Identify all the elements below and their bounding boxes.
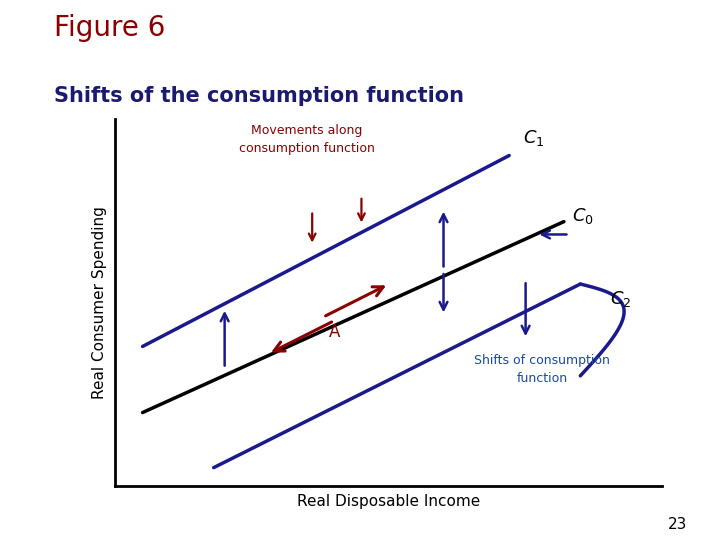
Text: Figure 6: Figure 6 xyxy=(54,14,166,42)
Y-axis label: Real Consumer Spending: Real Consumer Spending xyxy=(92,206,107,399)
Text: $C_0$: $C_0$ xyxy=(572,206,594,226)
Text: Shifts of consumption
function: Shifts of consumption function xyxy=(474,354,610,385)
Text: $C_2$: $C_2$ xyxy=(611,289,631,309)
X-axis label: Real Disposable Income: Real Disposable Income xyxy=(297,494,480,509)
Text: A: A xyxy=(328,323,340,341)
Text: 23: 23 xyxy=(668,517,688,532)
Text: Movements along
consumption function: Movements along consumption function xyxy=(239,124,374,156)
Text: Shifts of the consumption function: Shifts of the consumption function xyxy=(54,86,464,106)
Text: $C_1$: $C_1$ xyxy=(523,128,544,148)
